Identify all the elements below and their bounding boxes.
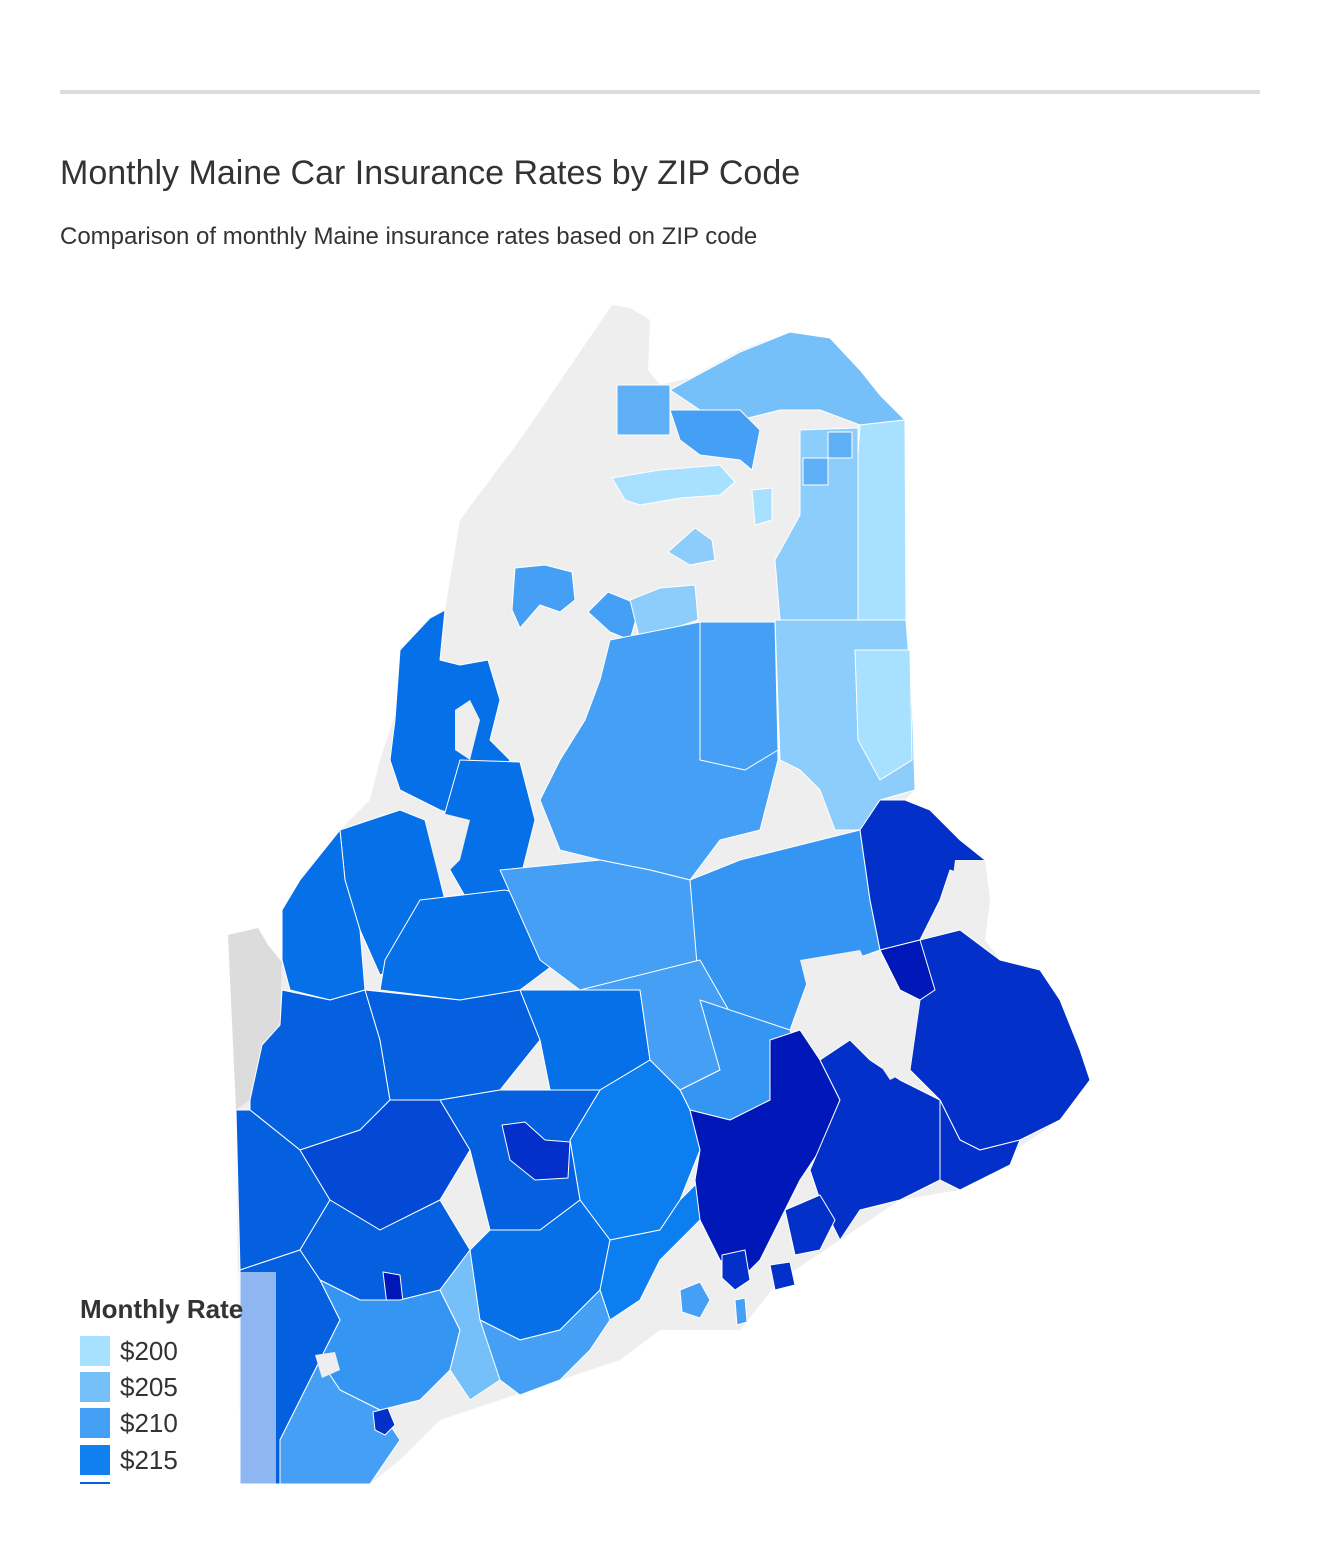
legend-swatch <box>80 1482 110 1484</box>
chart-subtitle: Comparison of monthly Maine insurance ra… <box>60 223 758 250</box>
region-moosehead-east <box>587 591 641 641</box>
region-aroostook-dark-cell-2 <box>827 431 853 459</box>
choropleth-map <box>0 280 1320 1484</box>
region-north-woods-patch <box>667 527 716 566</box>
region-sagadahoc <box>479 1289 611 1396</box>
region-aroostook-dark-cell <box>802 457 829 486</box>
legend-item-210: $210 <box>80 1408 178 1438</box>
region-aroostook-east-strip <box>854 419 907 621</box>
no-data-patch-hancock-mid <box>870 1000 920 1080</box>
no-data-patch-west <box>430 810 470 880</box>
legend-item-205: $205 <box>80 1372 178 1402</box>
no-data-patch-cumberland <box>315 1352 340 1378</box>
region-vinalhaven <box>679 1281 711 1319</box>
legend-label: $205 <box>120 1371 178 1402</box>
legend-swatch <box>80 1336 110 1366</box>
no-data-patch-hancock-north <box>800 950 880 1040</box>
legend-title: Monthly Rate <box>80 1294 244 1324</box>
region-fish-river-lakes <box>611 464 736 506</box>
chart-title: Monthly Maine Car Insurance Rates by ZIP… <box>60 154 801 192</box>
region-island-small <box>734 1297 748 1326</box>
region-oxford-northwest <box>281 829 366 1001</box>
region-deer-isle <box>721 1249 751 1291</box>
legend: Monthly Rate $200 $205 $210 $215 <box>60 1272 276 1484</box>
no-data-patch-moosehead <box>455 700 480 760</box>
legend-label: $215 <box>120 1444 178 1475</box>
region-cumberland-west <box>319 1279 461 1411</box>
region-houlton-east <box>854 649 913 781</box>
region-allagash <box>669 409 761 471</box>
top-divider <box>60 90 1260 94</box>
legend-swatch <box>80 1445 110 1475</box>
region-north-woods-patch-2 <box>751 487 773 526</box>
region-western-north-woods <box>511 564 576 629</box>
region-hancock-east <box>809 1039 961 1241</box>
region-katahdin-north <box>629 584 699 641</box>
legend-item-220-clipped <box>80 1482 120 1484</box>
legend-swatch <box>80 1408 110 1438</box>
region-kennebec-dark <box>501 1121 571 1181</box>
region-baxter-east <box>699 621 779 771</box>
neighbor-state-nh <box>228 928 282 1110</box>
region-st-john-west <box>616 384 671 436</box>
legend-item-215: $215 <box>80 1445 178 1475</box>
no-data-patch-washington-coast <box>950 860 990 940</box>
legend-label: $210 <box>120 1407 178 1438</box>
region-island-east <box>769 1261 796 1291</box>
region-mount-desert <box>784 1194 836 1256</box>
legend-swatch <box>80 1372 110 1402</box>
region-washington-coast <box>939 1099 1021 1191</box>
legend-label: $200 <box>120 1335 178 1366</box>
legend-item-200: $200 <box>80 1336 178 1366</box>
region-south-portland-dark <box>372 1407 396 1436</box>
